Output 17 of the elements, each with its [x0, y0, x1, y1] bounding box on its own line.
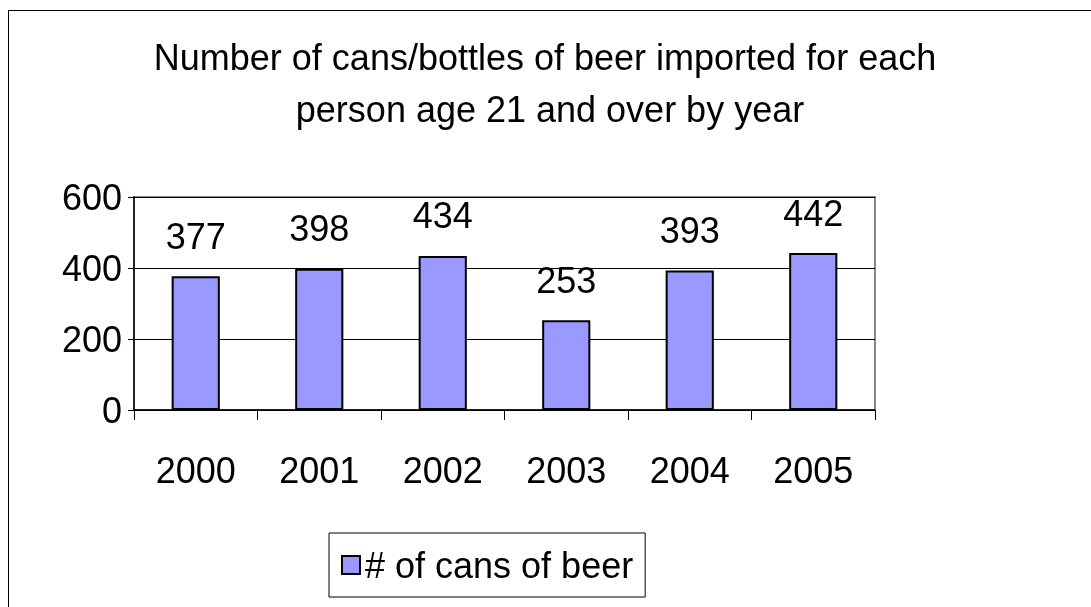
x-tick-label: 2000 — [155, 449, 236, 491]
y-tick-label: 600 — [61, 176, 122, 218]
legend-label: # of cans of beer — [365, 544, 634, 586]
data-label: 434 — [412, 195, 473, 237]
data-label: 398 — [289, 208, 350, 250]
data-label: 377 — [165, 215, 226, 257]
chart-title: Number of cans/bottles of beer imported for each person age 21 and over by year — [153, 36, 947, 130]
y-tick-label: 200 — [61, 318, 122, 360]
data-label: 393 — [659, 209, 720, 251]
x-tick-label: 2002 — [402, 449, 483, 491]
x-tick-label: 2004 — [649, 449, 730, 491]
data-label: 442 — [783, 192, 844, 234]
x-tick-label: 2001 — [279, 449, 360, 491]
y-tick-label: 400 — [61, 247, 122, 289]
y-tick-label: 0 — [101, 389, 122, 431]
x-tick-label: 2003 — [526, 449, 607, 491]
x-tick-label: 2005 — [773, 449, 854, 491]
